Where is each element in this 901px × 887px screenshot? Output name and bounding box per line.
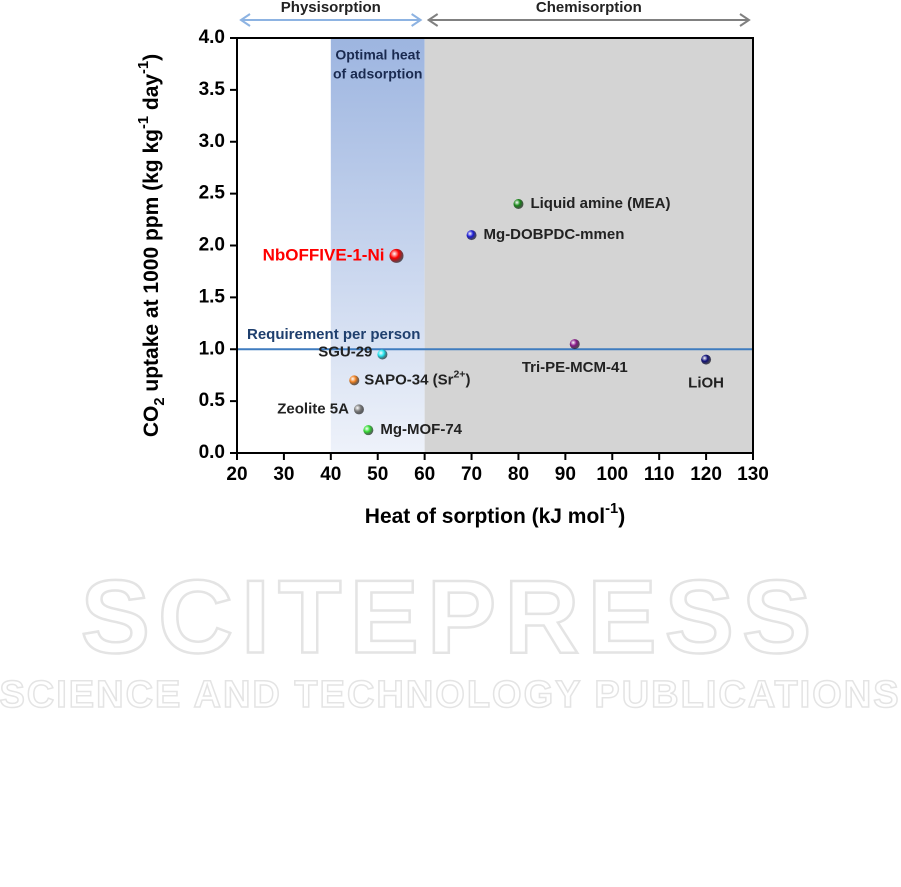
y-tick-label: 0.0	[199, 442, 225, 463]
point-label: Liquid amine (MEA)	[530, 195, 670, 212]
x-tick-label: 90	[555, 464, 576, 485]
y-axis-label-part: uptake at 1000 ppm (kg kg	[140, 129, 163, 397]
x-tick-label: 80	[508, 464, 529, 485]
y-axis-label-part: CO	[140, 406, 163, 438]
y-axis-label-part: day	[140, 74, 163, 116]
range-label: Chemisorption	[536, 0, 642, 16]
y-axis-label: CO2 uptake at 1000 ppm (kg kg-1 day-1)	[136, 54, 168, 437]
x-tick-label: 110	[644, 464, 675, 485]
arrow-head	[411, 13, 423, 27]
data-point	[513, 199, 524, 209]
point-label-part: SAPO-34 (Sr	[364, 371, 453, 388]
arrow-head	[739, 13, 751, 27]
point-label: Zeolite 5A	[277, 400, 349, 417]
region-label: Optimal heat	[335, 47, 420, 63]
x-tick-label: 70	[461, 464, 482, 485]
data-point	[349, 375, 360, 386]
x-axis-label-part: )	[618, 505, 625, 528]
y-tick-label: 0.5	[199, 390, 226, 411]
point-label: Mg-MOF-74	[380, 421, 462, 438]
x-tick-label: 40	[320, 464, 341, 485]
y-axis-label-part: 2	[152, 397, 168, 405]
reference-label: Requirement per person	[247, 326, 420, 343]
x-tick-label: 60	[414, 464, 435, 485]
data-point	[363, 425, 374, 436]
x-tick-label: 130	[737, 464, 769, 485]
point-label-part: 2+	[453, 368, 465, 380]
watermark: SCITEPRESS	[81, 559, 820, 675]
y-tick-label: 2.0	[199, 235, 225, 256]
x-tick-label: 50	[367, 464, 388, 485]
y-tick-label: 3.0	[199, 131, 225, 152]
x-axis-label: Heat of sorption (kJ mol-1)	[365, 501, 625, 528]
y-tick-label: 1.5	[199, 286, 226, 307]
region-label: of adsorption	[333, 66, 422, 82]
shaded-region	[424, 38, 753, 453]
point-label: SAPO-34 (Sr2+)	[364, 368, 470, 388]
shaded-region	[330, 38, 425, 453]
arrow-head	[426, 13, 439, 27]
range-label: Physisorption	[281, 0, 381, 16]
y-axis-label-part: )	[140, 54, 163, 61]
y-axis-label-part: -1	[136, 116, 152, 129]
point-label-part: )	[465, 371, 470, 388]
x-tick-label: 100	[596, 464, 628, 485]
x-axis-label-part: Heat of sorption (kJ mol	[365, 505, 605, 528]
y-tick-label: 3.5	[199, 79, 226, 100]
y-tick-label: 4.0	[199, 27, 225, 48]
point-label: Mg-DOBPDC-mmen	[484, 226, 625, 243]
point-label: SGU-29	[318, 343, 372, 360]
x-tick-label: 120	[690, 464, 722, 485]
data-point	[569, 339, 580, 350]
y-tick-label: 2.5	[199, 183, 226, 204]
data-point	[466, 230, 477, 241]
data-point	[353, 404, 364, 415]
point-label: NbOFFIVE-1-Ni	[263, 245, 385, 264]
x-tick-label: 30	[273, 464, 294, 485]
watermark: SCIENCE AND TECHNOLOGY PUBLICATIONS	[0, 674, 901, 716]
arrow-head	[239, 13, 251, 27]
x-tick-label: 20	[226, 464, 247, 485]
data-point	[389, 248, 404, 263]
point-label: LiOH	[688, 375, 724, 392]
y-tick-label: 1.0	[199, 338, 225, 359]
point-label: Tri-PE-MCM-41	[522, 359, 628, 376]
data-point	[701, 354, 712, 365]
data-point	[377, 349, 388, 360]
y-axis-label-part: -1	[136, 61, 152, 74]
x-axis-label-part: -1	[605, 501, 618, 517]
